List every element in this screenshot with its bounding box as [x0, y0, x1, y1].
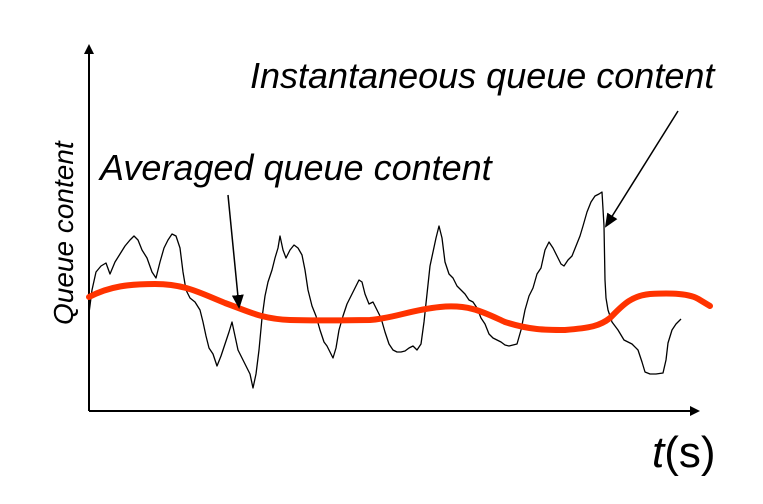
- averaged-label: Averaged queue content: [98, 147, 494, 188]
- instantaneous-queue-line: [88, 191, 682, 389]
- y-axis-label: Queue content: [48, 140, 79, 325]
- instantaneous-pointer-arrow: [604, 110, 679, 228]
- instantaneous-label: Instantaneous queue content: [250, 55, 716, 96]
- x-axis-unit: (s): [664, 428, 715, 477]
- x-axis-variable: t: [652, 428, 666, 477]
- averaged-pointer-arrow: [227, 194, 244, 309]
- x-axis-label: t(s): [652, 428, 716, 477]
- averaged-queue-line: [86, 281, 713, 333]
